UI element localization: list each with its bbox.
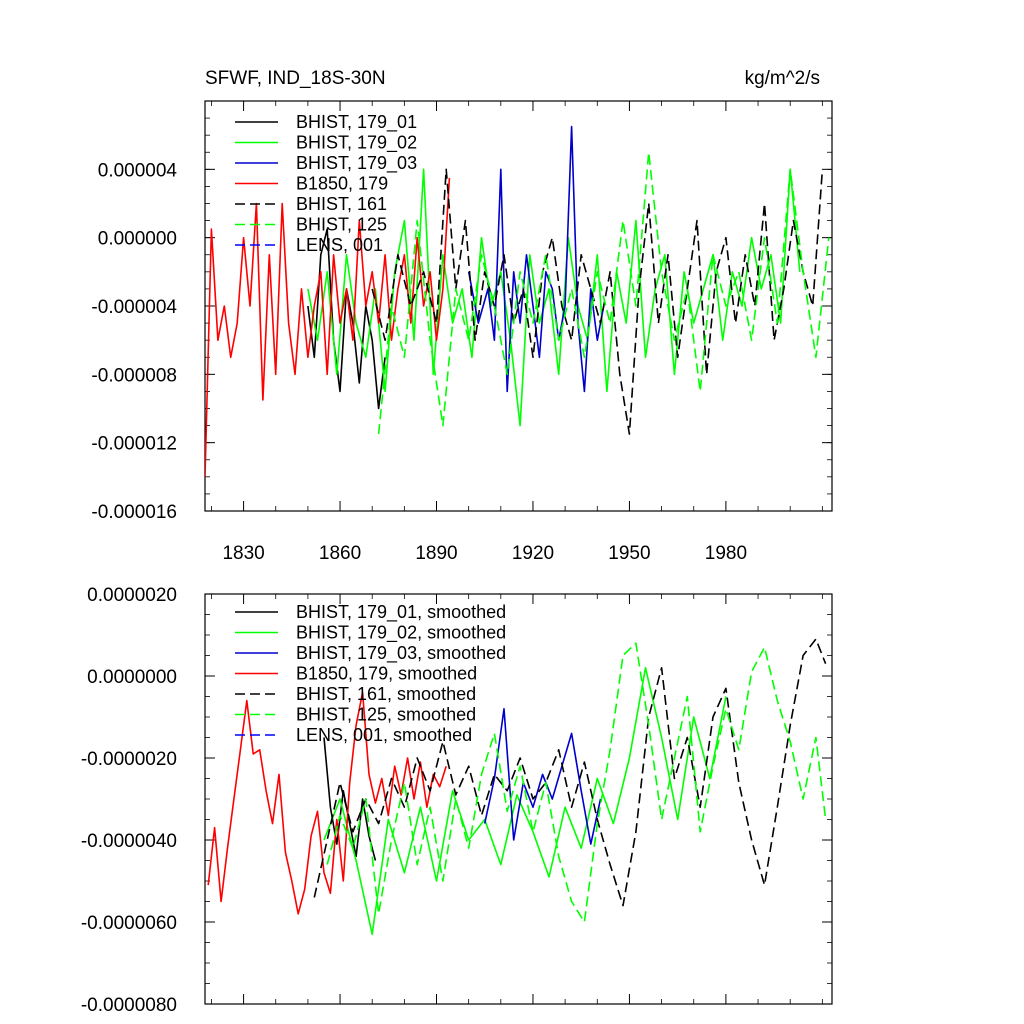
legend-label: BHIST, 179_03, smoothed xyxy=(296,643,506,664)
series-line-4 xyxy=(313,638,827,907)
legend-label: LENS, 001, smoothed xyxy=(296,725,472,745)
series-line-4 xyxy=(371,168,824,435)
legend-label: BHIST, 125 xyxy=(296,215,387,235)
y-tick-label: -0.000008 xyxy=(91,365,177,386)
legend-label: BHIST, 125, smoothed xyxy=(296,705,476,725)
series-group xyxy=(205,125,830,477)
units-label: kg/m^2/s xyxy=(745,68,820,89)
y-tick-label: -0.000012 xyxy=(91,434,177,455)
legend-label: LENS, 001 xyxy=(296,235,383,255)
y-tick-label: -0.000016 xyxy=(91,502,177,523)
series-line-5 xyxy=(326,642,827,923)
series-line-1 xyxy=(323,666,727,936)
x-tick-label: 1920 xyxy=(512,543,554,564)
y-tick-label: 0.000004 xyxy=(98,160,178,181)
bottom-panel: -0.0000080 -0.0000060 -0.0000040 -0.0000020… xyxy=(81,585,833,1016)
series-line-2 xyxy=(483,707,602,845)
legend-label: B1850, 179 xyxy=(296,174,388,194)
y-tick-label: 0.000000 xyxy=(98,229,177,250)
x-tick-label: 1950 xyxy=(608,543,650,564)
series-line-1 xyxy=(307,168,801,427)
series-line-3 xyxy=(207,691,447,915)
x-tick-label: 1860 xyxy=(319,543,361,564)
chart-title: SFWF, IND_18S-30N xyxy=(205,68,386,89)
y-tick-label: -0.0000040 xyxy=(81,831,177,852)
legend-label: B1850, 179, smoothed xyxy=(296,664,477,684)
series-line-5 xyxy=(377,151,830,435)
y-tick-label: -0.0000060 xyxy=(81,913,177,934)
series-group xyxy=(207,638,827,936)
legend-label: BHIST, 179_03 xyxy=(296,153,417,174)
legend-label: BHIST, 161, smoothed xyxy=(296,684,476,704)
legend-label: BHIST, 179_02 xyxy=(296,133,417,154)
x-tick-label: 1980 xyxy=(705,543,747,564)
y-tick-label: 0.0000000 xyxy=(87,667,177,688)
x-tick-label: 1830 xyxy=(222,543,264,564)
legend-label: BHIST, 179_01, smoothed xyxy=(296,602,506,623)
x-tick-label: 1890 xyxy=(415,543,457,564)
y-tick-label: -0.0000080 xyxy=(81,995,177,1016)
legend-label: BHIST, 179_02, smoothed xyxy=(296,623,506,644)
y-tick-label: 0.0000020 xyxy=(87,585,177,606)
y-tick-label: -0.0000020 xyxy=(81,749,177,770)
top-panel: -0.000016 -0.000012 -0.000008 -0.000004 0.00… xyxy=(91,68,833,564)
legend-label: BHIST, 179_01 xyxy=(296,112,417,133)
series-line-2 xyxy=(467,125,605,393)
legend-label: BHIST, 161 xyxy=(296,194,387,214)
y-tick-label: -0.000004 xyxy=(91,297,177,318)
